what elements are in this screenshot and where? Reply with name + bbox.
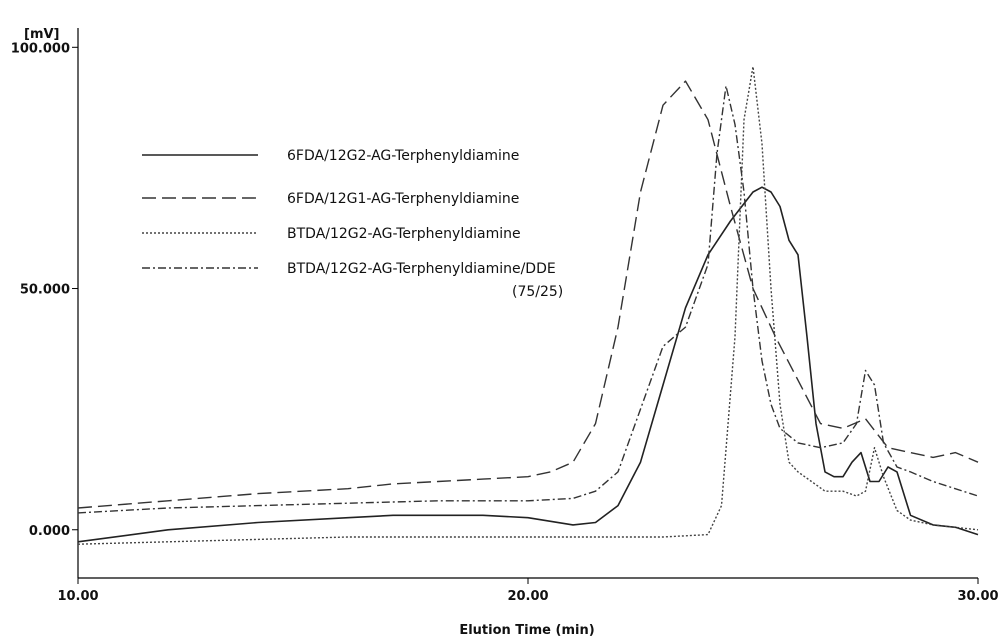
series-lines (77, 65, 979, 545)
series-line-3 (77, 65, 979, 545)
x-axis-title: Elution Time (min) (459, 623, 594, 638)
y-tick-label: 50.000 (20, 283, 70, 298)
x-tick-label: 20.00 (507, 589, 548, 604)
x-tick-label: 30.00 (957, 589, 998, 604)
series-line-2 (77, 80, 979, 509)
legend-label-3: BTDA/12G2-AG-Terphenyldiamine (287, 226, 521, 242)
legend-label-1: 6FDA/12G2-AG-Terphenyldiamine (287, 148, 519, 164)
axes (77, 28, 978, 579)
y-tick-label: 100.000 (11, 41, 70, 56)
y-axis-unit-label: [mV] (24, 27, 60, 42)
legend-label-2: 6FDA/12G1-AG-Terphenyldiamine (287, 191, 519, 207)
tick-labels: 10.00 20.00 30.00 0.000 50.000 100.000 (11, 41, 999, 604)
series-line-1 (77, 186, 979, 543)
x-tick-label: 10.00 (57, 589, 98, 604)
series-line-4 (77, 85, 979, 514)
y-tick-label: 0.000 (29, 524, 70, 539)
legend: 6FDA/12G2-AG-Terphenyldiamine 6FDA/12G1-A… (142, 148, 563, 300)
legend-label-4: BTDA/12G2-AG-Terphenyldiamine/DDE (75/25) (287, 261, 563, 300)
